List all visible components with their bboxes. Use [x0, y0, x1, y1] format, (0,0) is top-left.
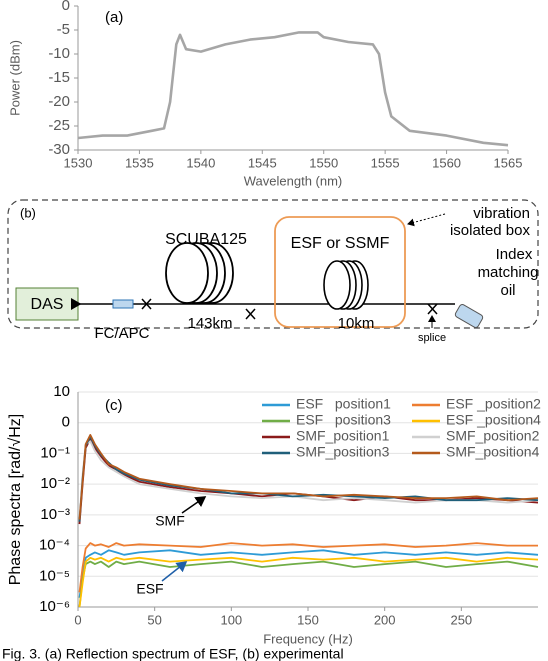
coil-1-label: SCUBA125: [165, 231, 247, 248]
x-tick-label: 1565: [494, 155, 523, 170]
y-axis-title: Power (dBm): [7, 40, 22, 116]
y-tick-label: 10⁻⁶: [39, 598, 70, 615]
x-axis-title: Frequency (Hz): [263, 631, 353, 646]
legend-label: SMF_position2: [446, 428, 540, 444]
caption: Fig. 3. (a) Reflection spectrum of ESF, …: [2, 646, 344, 661]
coil-2-label: ESF or SSMF: [291, 235, 390, 252]
panel-label: (b): [20, 205, 36, 220]
connector-label: FC/APC: [94, 325, 149, 342]
panel-label: (c): [105, 397, 123, 414]
x-tick-label: 0: [74, 612, 81, 627]
length-1: 143km: [187, 315, 232, 332]
x-tick-label: 1560: [432, 155, 461, 170]
x-tick-label: 250: [450, 612, 472, 627]
x-axis-title: Wavelength (nm): [244, 173, 343, 188]
panel-label: (a): [105, 9, 123, 26]
coil-1: [165, 242, 234, 304]
y-tick-label: -30: [48, 141, 70, 158]
y-tick-label: 10⁻²: [40, 475, 70, 492]
y-axis-title: Phase spectra [rad/√Hz]: [7, 414, 24, 586]
y-tick-label: -10: [48, 45, 70, 62]
annotation-arrow: [181, 496, 207, 514]
oil-label: Index: [496, 246, 533, 263]
data-line: [78, 549, 539, 598]
coil-2: [323, 260, 369, 310]
x-tick-label: 200: [374, 612, 396, 627]
x-tick-label: 1555: [371, 155, 400, 170]
box-note: isolated box: [450, 222, 531, 239]
legend-label: ESF position3: [296, 412, 391, 428]
y-tick-label: 0: [62, 0, 70, 14]
data-line: [78, 440, 539, 518]
annotation: SMF: [155, 513, 185, 529]
data-line: [78, 556, 539, 608]
y-tick-label: -25: [48, 117, 70, 134]
legend-label: SMF_position1: [296, 428, 390, 444]
y-tick-label: 10⁻¹: [40, 444, 70, 461]
y-tick-label: 10⁻³: [40, 506, 70, 523]
legend-label: ESF _position4: [446, 412, 541, 428]
length-2: 10km: [338, 315, 375, 332]
oil-vial: [454, 304, 484, 328]
data-line: [78, 437, 539, 525]
isolation-box: [274, 216, 406, 328]
data-line: [77, 31, 509, 147]
legend-label: SMF_position4: [446, 444, 540, 460]
das-label: DAS: [31, 296, 64, 313]
x-tick-label: 1545: [248, 155, 277, 170]
y-tick-label: -15: [48, 69, 70, 86]
y-tick-label: 0: [62, 414, 70, 431]
setup-diagram: (b) DAS FC/APC SCUBA125 143km ESF or SSM…: [7, 199, 539, 344]
das-box: [15, 287, 79, 321]
x-tick-label: 50: [147, 612, 161, 627]
data-line: [78, 542, 538, 593]
x-tick-label: 150: [297, 612, 319, 627]
box-note: vibration: [473, 205, 530, 222]
annotation-arrow: [161, 561, 188, 582]
legend-label: ESF position1: [296, 396, 391, 412]
data-line: [78, 560, 539, 608]
y-tick-label: 10⁻⁵: [39, 567, 70, 584]
splice-marks: [141, 298, 438, 320]
x-tick-label: 1550: [309, 155, 338, 170]
y-tick-label: -20: [48, 93, 70, 110]
legend-label: SMF_position3: [296, 444, 390, 460]
legend-label: ESF _position2: [446, 396, 541, 412]
y-tick-label: -5: [57, 21, 70, 38]
connector: [112, 299, 134, 309]
data-line: [78, 434, 539, 520]
annotation: ESF: [136, 581, 163, 597]
x-tick-label: 1530: [64, 155, 93, 170]
note-arrow: [407, 213, 446, 227]
x-tick-label: 1540: [186, 155, 215, 170]
diagram-frame: [7, 199, 539, 329]
x-tick-label: 1535: [125, 155, 154, 170]
oil-label: matching: [478, 264, 539, 281]
x-tick-label: 100: [220, 612, 242, 627]
y-tick-label: 10⁻⁴: [39, 537, 70, 554]
oil-label: oil: [500, 282, 515, 299]
splice-label: splice: [418, 332, 446, 344]
y-tick-label: 10: [53, 383, 70, 400]
